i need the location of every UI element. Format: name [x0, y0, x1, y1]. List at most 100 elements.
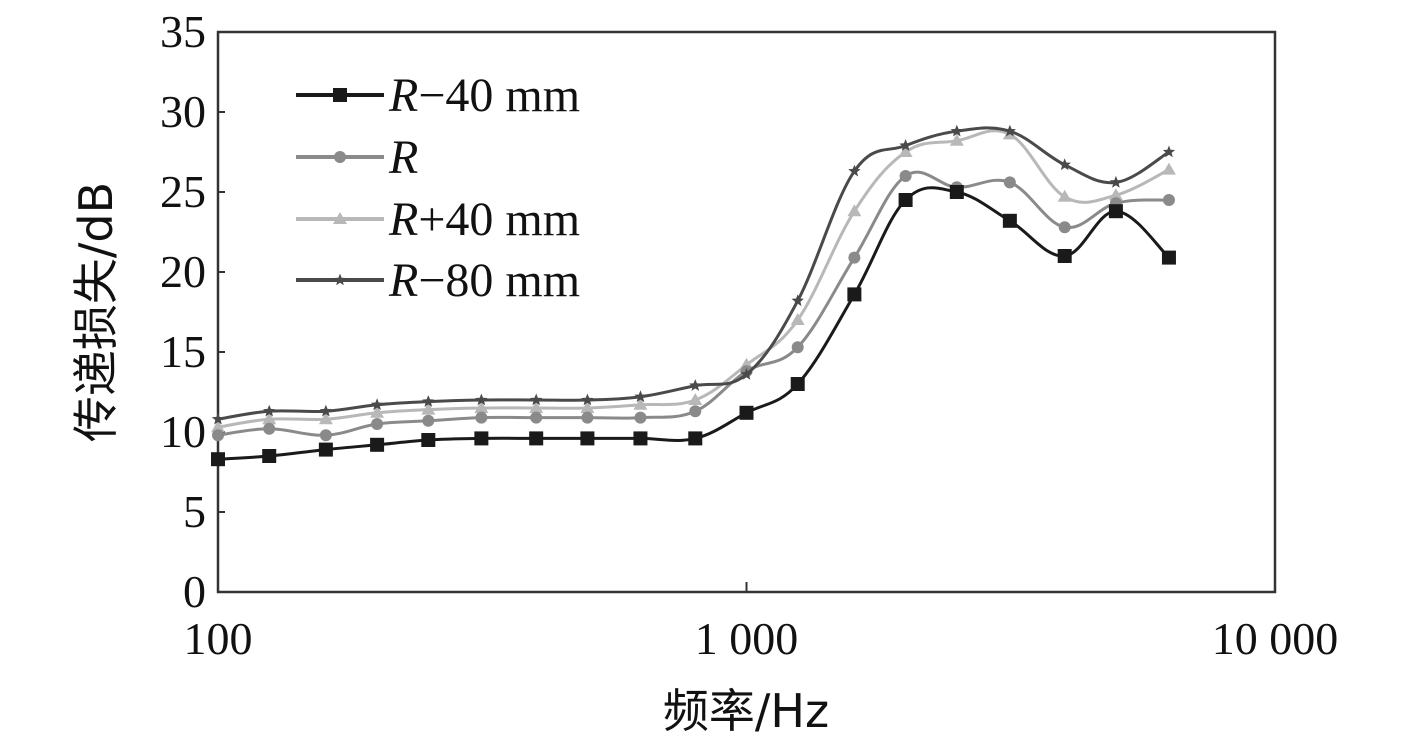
- data-point: [580, 431, 595, 446]
- data-point: [1058, 221, 1071, 234]
- data-point: [422, 395, 435, 407]
- y-axis-title: 传递损失/dB: [69, 182, 123, 442]
- data-point: [1162, 194, 1175, 206]
- data-point: [689, 379, 702, 391]
- data-point: [1108, 188, 1123, 201]
- legend-marker: [333, 212, 347, 224]
- legend-label: R−40 mm: [388, 69, 580, 122]
- data-point: [422, 414, 435, 427]
- data-point: [211, 420, 225, 433]
- data-point: [421, 433, 436, 447]
- x-axis-title: 频率/Hz: [663, 684, 829, 738]
- data-point: [633, 431, 648, 446]
- data-point: [319, 429, 332, 442]
- data-point: [1058, 158, 1071, 171]
- data-point: [370, 405, 385, 418]
- legend-label: R−80 mm: [388, 254, 580, 307]
- data-point: [899, 139, 912, 151]
- data-point: [529, 401, 544, 413]
- legend-item: R−80 mm: [296, 254, 580, 307]
- data-point: [474, 401, 489, 413]
- data-point: [1003, 124, 1016, 137]
- data-point: [580, 401, 595, 413]
- series-star: [211, 124, 1176, 425]
- series-line: [217, 170, 1170, 437]
- legend-item: R: [296, 131, 418, 184]
- data-point: [318, 412, 333, 425]
- data-point: [848, 164, 861, 177]
- x-tick-label: 100: [184, 613, 253, 664]
- y-tick-label: 25: [160, 166, 206, 217]
- data-point: [530, 411, 543, 424]
- data-point: [475, 411, 488, 424]
- legend: R−40 mm R R+40 mm R−80 mm: [296, 69, 580, 307]
- data-point: [262, 449, 277, 463]
- data-point: [1162, 145, 1176, 158]
- legend-item: R+40 mm: [296, 193, 580, 246]
- y-tick-label: 35: [160, 6, 206, 57]
- data-point: [581, 393, 594, 406]
- data-point: [263, 422, 276, 435]
- x-tick-label: 10 000: [1212, 613, 1339, 664]
- data-point: [847, 204, 862, 217]
- data-point: [950, 124, 963, 137]
- data-point: [949, 133, 964, 146]
- x-axis-ticks: 100 1 000 10 000: [184, 582, 1339, 664]
- data-point: [689, 405, 702, 418]
- legend-item: R−40 mm: [296, 69, 580, 122]
- data-point: [263, 404, 276, 417]
- series-layer: [211, 124, 1176, 467]
- legend-label: R: [388, 131, 418, 184]
- data-point: [790, 377, 805, 391]
- data-point: [633, 397, 648, 410]
- data-point: [421, 402, 436, 415]
- data-point: [791, 341, 804, 354]
- data-point: [581, 411, 594, 424]
- data-point: [790, 313, 805, 325]
- y-tick-label: 10: [160, 406, 206, 457]
- data-point: [262, 412, 277, 425]
- data-point: [1057, 189, 1072, 202]
- data-point: [898, 145, 913, 157]
- data-point: [318, 442, 333, 457]
- data-point: [740, 367, 753, 380]
- legend-marker: [333, 88, 347, 102]
- data-point: [474, 431, 489, 446]
- series-line: [217, 126, 1170, 421]
- y-axis-ticks: 0 5 10 15 20 25 30 35: [160, 6, 225, 617]
- data-point: [898, 193, 913, 207]
- data-point: [371, 418, 384, 430]
- data-point: [1161, 162, 1176, 175]
- data-point: [899, 170, 912, 182]
- y-tick-label: 30: [160, 86, 206, 137]
- data-point: [847, 287, 862, 302]
- data-point: [211, 412, 225, 425]
- data-point: [688, 431, 703, 446]
- data-point: [1057, 249, 1072, 263]
- y-tick-label: 20: [160, 246, 206, 297]
- series-circle: [212, 170, 1175, 442]
- plot-frame: [216, 30, 1277, 594]
- y-tick-label: 5: [183, 486, 206, 537]
- legend-marker: [333, 273, 347, 286]
- data-point: [634, 411, 647, 424]
- y-tick-label: 0: [183, 566, 206, 617]
- series-square: [211, 185, 1176, 467]
- data-point: [688, 393, 703, 405]
- series-line: [217, 186, 1171, 461]
- legend-label: R+40 mm: [388, 193, 580, 246]
- data-point: [211, 452, 225, 467]
- data-point: [1161, 250, 1176, 265]
- data-point: [791, 294, 804, 307]
- data-point: [848, 251, 861, 264]
- y-tick-label: 15: [160, 326, 206, 377]
- data-point: [1003, 176, 1016, 189]
- data-point: [1002, 213, 1017, 228]
- x-tick-label: 1 000: [695, 613, 799, 664]
- data-point: [475, 393, 488, 406]
- data-point: [1108, 204, 1123, 219]
- data-point: [530, 393, 543, 406]
- legend-marker: [334, 151, 346, 163]
- data-point: [319, 404, 333, 417]
